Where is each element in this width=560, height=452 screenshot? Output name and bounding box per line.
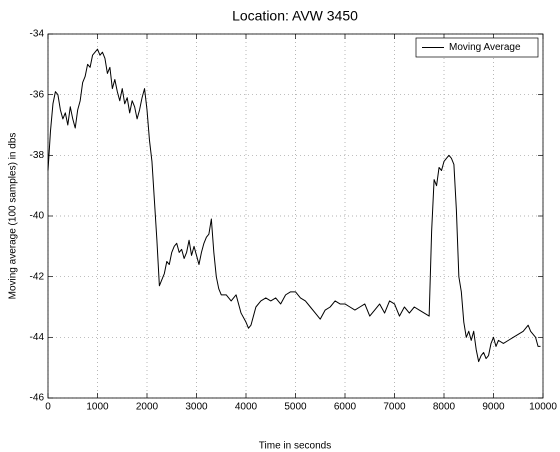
x-tick-label: 8000 <box>433 402 456 413</box>
x-tick-label: 10000 <box>529 402 557 413</box>
y-tick-label: -38 <box>30 150 45 161</box>
legend-box <box>415 37 539 58</box>
x-tick-label: 9000 <box>482 402 505 413</box>
x-tick-label: 1000 <box>86 402 109 413</box>
legend-label: Moving Average <box>449 42 521 53</box>
y-tick-label: -42 <box>30 271 45 282</box>
y-tick-label: -46 <box>30 393 45 404</box>
y-tick-label: -36 <box>30 89 45 100</box>
x-tick-label: 2000 <box>136 402 159 413</box>
plot-frame <box>47 33 544 399</box>
data-line <box>47 48 541 363</box>
x-tick-label: 6000 <box>334 402 357 413</box>
chart-title: Location: AVW 3450 <box>232 8 358 24</box>
x-tick-label: 3000 <box>185 402 208 413</box>
y-axis-label: Moving average (100 samples) in dbs <box>8 133 19 300</box>
y-tick-label: -40 <box>30 211 45 222</box>
y-tick-label: -44 <box>30 332 45 343</box>
y-tick-label: -34 <box>30 29 45 40</box>
x-tick-label: 7000 <box>383 402 406 413</box>
x-tick-label: 4000 <box>235 402 258 413</box>
x-axis-label: Time in seconds <box>259 441 331 452</box>
x-tick-label: 5000 <box>284 402 307 413</box>
x-tick-label: 0 <box>45 402 51 413</box>
